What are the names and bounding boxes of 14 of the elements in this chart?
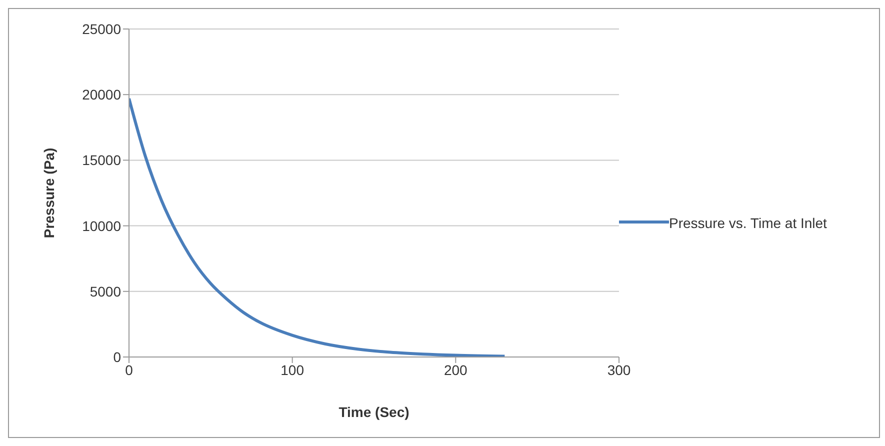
x-axis-title: Time (Sec)	[338, 404, 410, 420]
x-tick-label: 100	[280, 362, 304, 378]
x-tick-label: 300	[607, 362, 631, 378]
y-tick-label: 5000	[90, 283, 122, 300]
y-tick-label: 25000	[82, 20, 122, 37]
y-tick-label: 10000	[82, 218, 122, 234]
x-tick-label: 0	[125, 362, 134, 378]
y-tick-label: 15000	[82, 152, 122, 168]
y-axis-title: Pressure (Pa)	[40, 148, 57, 238]
x-tick-label: 200	[444, 362, 468, 378]
line-series	[129, 97, 506, 357]
y-tick-label: 20000	[82, 86, 122, 103]
y-tick-label: 0	[113, 348, 122, 365]
legend-label: Pressure vs. Time at Inlet	[669, 214, 828, 232]
